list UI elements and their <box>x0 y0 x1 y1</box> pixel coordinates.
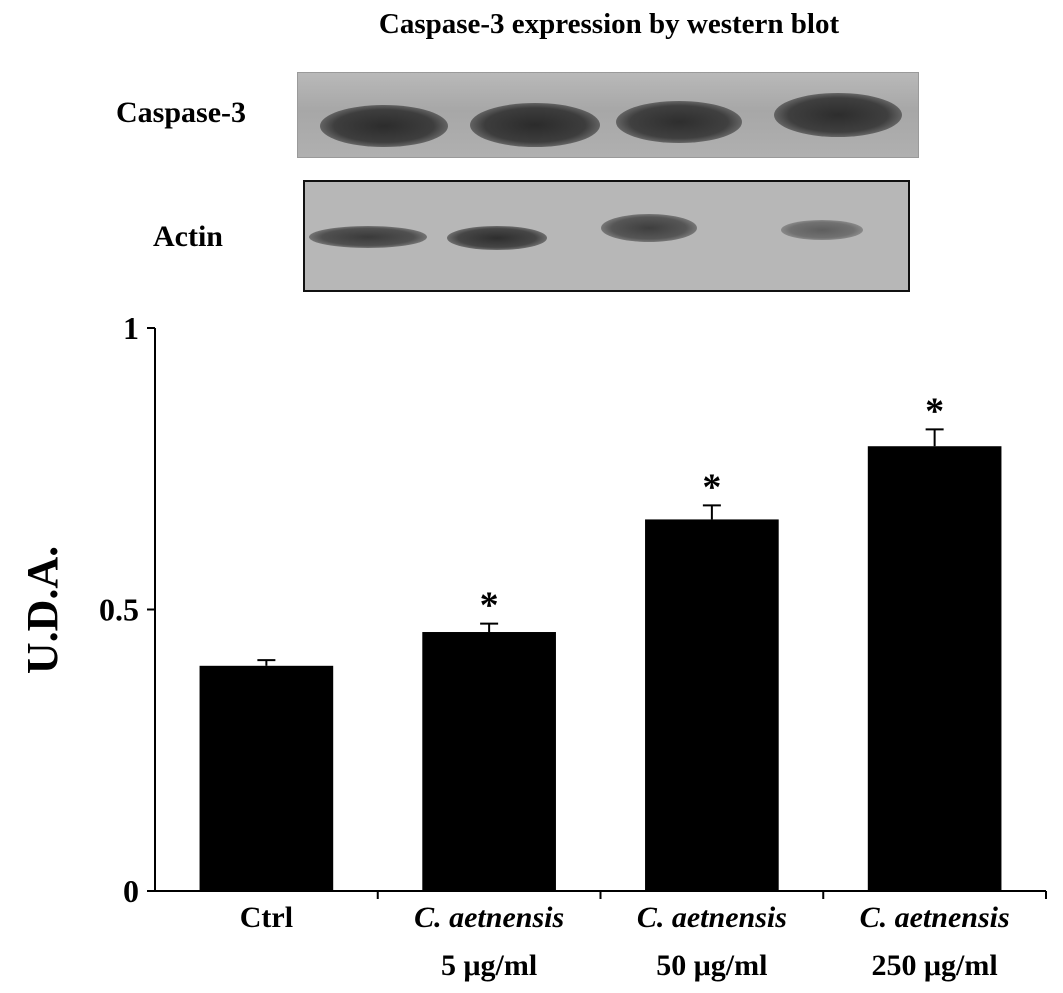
blot-band <box>601 214 697 242</box>
figure-title: Caspase-3 expression by western blot <box>378 8 840 40</box>
x-tick-label-dose: 50 μg/ml <box>656 949 767 982</box>
y-tick-label: 0.5 <box>99 592 139 628</box>
x-tick-label: Ctrl <box>240 901 293 934</box>
blot-band <box>447 226 547 250</box>
y-tick-label: 1 <box>123 310 139 346</box>
significance-marker: * <box>702 466 721 508</box>
y-tick-label: 0 <box>123 873 139 909</box>
x-tick-label: C. aetnensis <box>860 901 1010 934</box>
blot-label-caspase3: Caspase-3 <box>116 96 247 129</box>
x-tick-label: C. aetnensis <box>414 901 564 934</box>
x-tick-label: C. aetnensis <box>637 901 787 934</box>
bar <box>199 665 334 891</box>
blot-band <box>470 103 600 147</box>
bar <box>867 446 1002 891</box>
bar <box>645 519 779 891</box>
blot-band <box>309 226 427 248</box>
blot-label-actin: Actin <box>153 220 223 253</box>
western-blot-actin <box>303 180 910 292</box>
blot-band <box>320 105 448 147</box>
blot-band <box>781 220 863 240</box>
x-tick-label-dose: 250 μg/ml <box>872 949 998 982</box>
significance-marker: * <box>480 585 499 627</box>
significance-marker: * <box>925 390 944 432</box>
blot-band <box>774 93 902 137</box>
y-axis-label: U.D.A. <box>18 546 67 674</box>
western-blot-caspase3 <box>297 72 919 158</box>
bar <box>422 632 556 891</box>
blot-band <box>616 101 742 143</box>
x-tick-label-dose: 5 μg/ml <box>441 949 537 982</box>
